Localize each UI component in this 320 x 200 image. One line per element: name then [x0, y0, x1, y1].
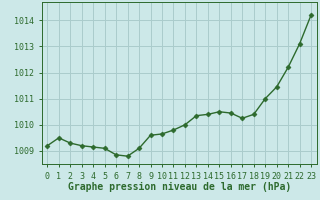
X-axis label: Graphe pression niveau de la mer (hPa): Graphe pression niveau de la mer (hPa) — [68, 182, 291, 192]
